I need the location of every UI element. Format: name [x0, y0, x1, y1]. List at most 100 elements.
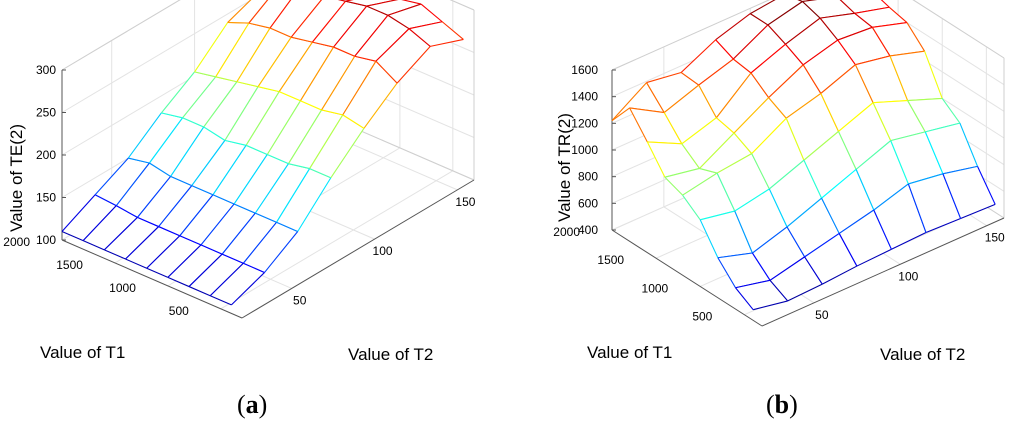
surface-cell [803, 131, 857, 199]
mesh-edge [646, 141, 666, 178]
mesh-edge [769, 279, 789, 302]
mesh-edge [396, 46, 431, 84]
mesh-edge [345, 0, 354, 2]
mesh-edge [321, 109, 343, 116]
surface-cell [189, 254, 244, 296]
surface-cell [62, 194, 117, 241]
mesh-edge [646, 82, 665, 113]
surface-cell [167, 244, 223, 287]
mesh-edge [231, 272, 265, 306]
surface-cell [255, 163, 310, 223]
mesh-edge [342, 114, 365, 129]
mesh-edge [255, 212, 277, 223]
mesh-edge [733, 132, 753, 155]
surface-cell [767, 1, 821, 45]
mesh-edge [855, 140, 892, 170]
mesh-edge [61, 194, 96, 232]
mesh-edge [125, 226, 160, 260]
mesh-edge [942, 173, 962, 219]
surface-cell [279, 42, 334, 101]
mesh-edge [925, 217, 961, 234]
panel-caption-a: (a) [237, 390, 268, 419]
mesh-edge [387, 14, 410, 30]
surface-cell [804, 233, 857, 285]
mesh-edge [266, 100, 301, 155]
z-axis-label: Value of TR(2) [555, 113, 574, 222]
mesh-edge [880, 0, 890, 8]
surface-cell [95, 158, 150, 206]
z-tick-label: 150 [36, 191, 56, 205]
mesh-edge [233, 154, 268, 205]
mesh-edge [209, 262, 244, 297]
mesh-edge [221, 212, 256, 255]
mesh-edge [82, 240, 105, 251]
mesh-edge [769, 159, 805, 190]
z-tick-label: 600 [578, 196, 598, 210]
mesh-edge [819, 17, 839, 41]
t1-tick-label: 1000 [109, 281, 136, 295]
mesh-edge [194, 71, 216, 78]
mesh-edge [873, 183, 909, 211]
mesh-edge [854, 12, 873, 28]
mesh-edge [873, 100, 908, 104]
mesh-edge [342, 60, 377, 116]
z-axis-label: Value of TE(2) [7, 124, 26, 232]
surface-cell [170, 127, 225, 186]
z-tick-label: 400 [578, 223, 598, 237]
surface-cell [345, 0, 396, 7]
mesh-edge [203, 126, 226, 141]
surface-cell [248, 0, 291, 28]
z-tick-label: 100 [36, 233, 56, 247]
mesh-edge [854, 6, 890, 14]
mesh-edge [959, 122, 979, 167]
surface-cell [227, 0, 268, 24]
mesh-edge [441, 21, 464, 40]
surface-cell [925, 123, 978, 174]
mesh-edge [82, 205, 117, 242]
mesh-edge [191, 185, 214, 196]
mesh-edge [854, 64, 874, 103]
surface-cell [751, 44, 804, 98]
surface-cell [288, 110, 343, 169]
mesh-edge [194, 22, 229, 73]
mesh-edge [785, 17, 821, 45]
surface-plot-a: 100 150 200 250 300 500 1000 1500 2000 50 100 150 V… [3, 0, 476, 364]
mesh-edge [888, 6, 908, 23]
mesh-edge [254, 163, 289, 214]
t1-axis-line [61, 239, 243, 319]
mesh-edge [333, 5, 368, 48]
mesh-edge [354, 55, 377, 62]
mesh-edge [785, 118, 805, 161]
mesh-edge [629, 107, 665, 114]
mesh-edge [907, 97, 943, 102]
surface-cell [291, 0, 346, 43]
surface-cell [734, 188, 787, 253]
mesh-edge [212, 194, 235, 205]
mesh-edge [125, 258, 147, 269]
mesh-edge [236, 27, 271, 83]
box-edge [611, 0, 771, 71]
t2-axis-label: Value of T2 [880, 345, 965, 364]
t1-axis-label: Value of T1 [587, 343, 672, 362]
mesh-edge [890, 131, 926, 142]
surface-cell [735, 280, 788, 310]
surface-cell [840, 0, 890, 14]
mesh-edge [104, 249, 126, 260]
mesh-edge [236, 81, 259, 88]
mesh-edge [664, 176, 683, 196]
t2-tick-label: 150 [455, 195, 475, 209]
mesh-edge [248, 0, 269, 24]
mesh-edge [733, 58, 752, 74]
z-tick-label: 1400 [571, 90, 598, 104]
surface-cell [222, 213, 277, 264]
mesh-edge [889, 55, 909, 101]
mesh-edge [749, 13, 769, 26]
mesh-edge [802, 0, 818, 3]
t1-axis-label: Value of T1 [40, 343, 125, 362]
mesh-edge [137, 176, 172, 218]
panel-letter-a: a [245, 390, 259, 419]
mesh-edge [804, 232, 840, 258]
mesh-edge [321, 55, 356, 111]
mesh-edge [279, 91, 301, 102]
mesh-edge [838, 102, 874, 132]
